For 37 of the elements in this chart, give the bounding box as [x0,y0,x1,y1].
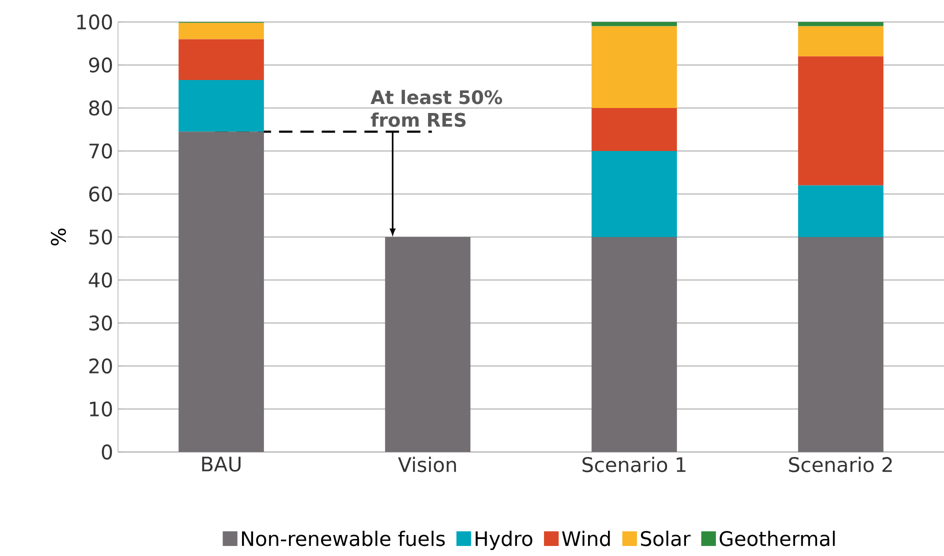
bar [178,132,264,452]
x-tick-label: BAU [202,456,241,472]
bar [178,22,264,40]
legend-label: Geothermal [720,530,835,546]
bar [798,26,884,56]
y-tick-label: 50 [89,229,112,245]
bar [592,150,677,237]
legend-label: Solar [640,530,691,546]
bar [592,22,677,26]
bar [178,80,264,132]
x-tick-label: Vision [398,456,456,472]
y-tick-label: 60 [89,186,112,202]
x-tick-label: Scenario 2 [789,456,892,472]
annotation: At least 50% from RES [370,90,502,127]
legend-label: Hydro [476,530,532,550]
y-tick-label: 70 [89,143,112,159]
y-tick-label: 90 [89,57,112,73]
bar [592,236,677,452]
y-tick-label: 80 [89,100,112,116]
y-tick-label: 100 [77,14,112,30]
bar [592,26,677,108]
legend-label: Non-renewable fuels [242,530,445,546]
legend-label: Wind [562,530,610,546]
bar [798,185,884,237]
bar [798,236,884,452]
y-tick-label: 10 [90,401,112,417]
x-tick-label: Scenario 1 [582,456,686,472]
bar [178,39,264,80]
y-axis-title: % [50,228,66,246]
bar [798,22,884,26]
bar [385,236,470,452]
y-tick-label: 40 [88,272,112,288]
bar [592,108,677,151]
bar [798,56,884,186]
y-tick-label: 20 [89,358,112,374]
y-tick-label: 30 [89,315,112,331]
y-tick-label: 0 [102,444,112,460]
